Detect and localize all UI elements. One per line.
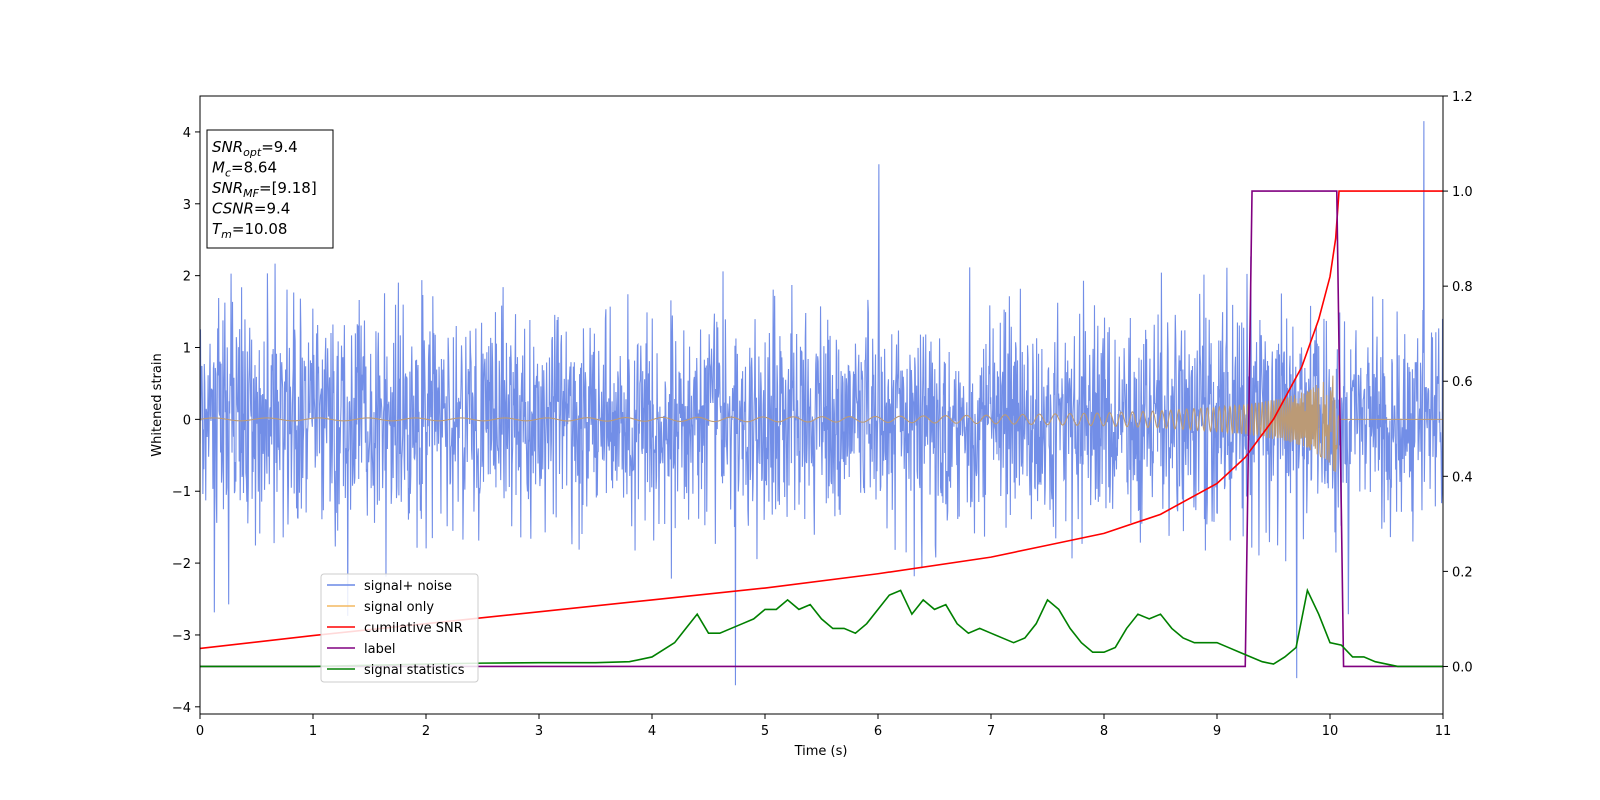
stats-annotation-line: Tm=10.08 <box>212 220 287 241</box>
axes-frame <box>199 95 1444 715</box>
y2-tick-label: 1.2 <box>1452 90 1473 105</box>
y-tick-label: −2 <box>172 557 191 572</box>
stats-annotation-line: SNRopt=9.4 <box>212 138 298 159</box>
y2-tick-label: 0.0 <box>1452 660 1473 675</box>
signal-only-line <box>200 375 1443 473</box>
x-tick-label: 2 <box>422 724 430 739</box>
x-tick-label: 6 <box>874 724 882 739</box>
label-line <box>200 190 1443 668</box>
y-axis-right: 0.0 0.2 0.4 0.6 0.8 1.0 1.2 <box>1443 90 1473 675</box>
stats-annotation-line: SNRMF=[9.18] <box>212 179 317 200</box>
y2-tick-label: 1.0 <box>1452 185 1473 200</box>
x-axis: 0 1 2 3 4 5 6 7 8 9 10 11 <box>196 714 1451 739</box>
legend-entry: label <box>364 642 395 657</box>
x-tick-label: 4 <box>648 724 656 739</box>
y2-tick-label: 0.8 <box>1452 280 1473 295</box>
y-tick-label: 2 <box>183 270 191 285</box>
stats-annotation-line: CSNR=9.4 <box>212 200 290 218</box>
y2-tick-label: 0.4 <box>1452 470 1473 485</box>
legend-entry: cumilative SNR <box>364 621 463 636</box>
y-tick-label: 0 <box>183 413 191 428</box>
legend-entry: signal statistics <box>364 663 465 678</box>
y-axis-label: Whitened strain <box>150 353 165 456</box>
cumulative-snr-line <box>200 190 1443 650</box>
legend-entry: signal+ noise <box>364 579 452 594</box>
x-tick-label: 10 <box>1322 724 1339 739</box>
y-tick-label: 3 <box>183 198 191 213</box>
y-tick-label: −3 <box>172 629 191 644</box>
x-axis-label: Time (s) <box>794 744 848 759</box>
y-tick-label: −4 <box>172 701 191 716</box>
plot-area <box>200 121 1443 686</box>
stats-annotation-frame <box>206 129 334 249</box>
legend-frame <box>320 573 479 683</box>
legend: signal+ noise signal only cumilative SNR la… <box>320 573 479 683</box>
y-axis-left: −4 −3 −2 −1 0 1 2 3 4 <box>172 126 200 716</box>
signal-noise-line <box>200 121 1443 686</box>
y-tick-label: −1 <box>172 485 191 500</box>
x-tick-label: 9 <box>1213 724 1221 739</box>
y-tick-label: 4 <box>183 126 191 141</box>
x-tick-label: 1 <box>309 724 317 739</box>
y2-tick-label: 0.2 <box>1452 565 1473 580</box>
x-tick-label: 5 <box>761 724 769 739</box>
signal-statistics-line <box>200 587 1443 668</box>
x-tick-label: 7 <box>987 724 995 739</box>
legend-entry: signal only <box>364 600 434 615</box>
x-tick-label: 11 <box>1435 724 1452 739</box>
x-tick-label: 8 <box>1100 724 1108 739</box>
stats-annotation-line: Mc=8.64 <box>212 159 277 180</box>
x-tick-label: 0 <box>196 724 204 739</box>
y2-tick-label: 0.6 <box>1452 375 1473 390</box>
y-tick-label: 1 <box>183 342 191 357</box>
x-tick-label: 3 <box>535 724 543 739</box>
